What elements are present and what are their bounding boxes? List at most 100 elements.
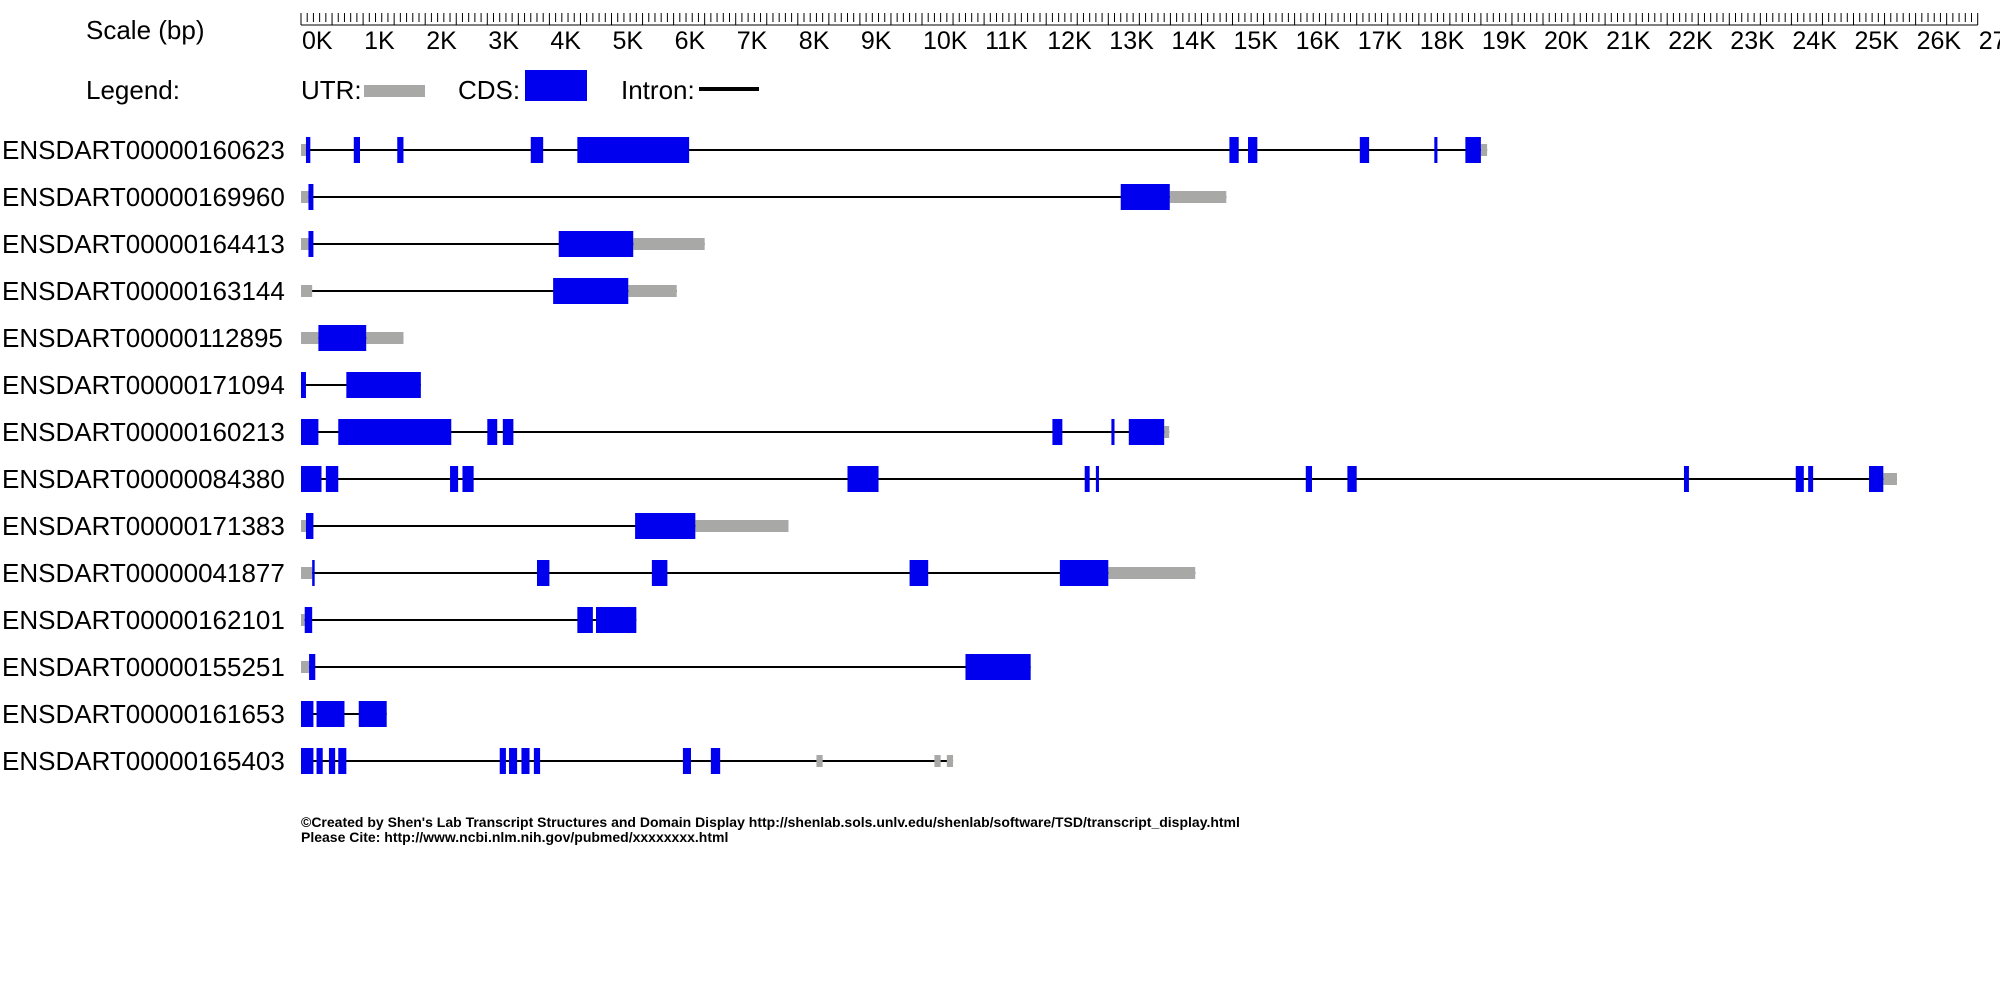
transcript-row: ENSDART00000155251 bbox=[2, 652, 1031, 682]
utr-block bbox=[816, 755, 823, 767]
axis-tick-label: 8K bbox=[799, 27, 830, 55]
transcript-id: ENSDART00000160213 bbox=[2, 417, 285, 447]
cds-block bbox=[353, 137, 360, 163]
utr-block bbox=[628, 285, 677, 297]
cds-block bbox=[1795, 466, 1804, 492]
transcript-id: ENSDART00000155251 bbox=[2, 652, 285, 682]
cds-block bbox=[847, 466, 879, 492]
cds-block bbox=[301, 372, 306, 398]
transcript-row: ENSDART00000161653 bbox=[2, 699, 387, 729]
transcript-row: ENSDART00000112895 bbox=[2, 323, 404, 353]
transcript-row: ENSDART00000169960 bbox=[2, 182, 1227, 212]
cds-block bbox=[635, 513, 696, 539]
transcript-row: ENSDART00000160623 bbox=[2, 135, 1488, 165]
utr-block bbox=[1169, 191, 1227, 203]
cds-block bbox=[533, 748, 541, 774]
axis-tick-label: 23K bbox=[1730, 27, 1775, 55]
utr-block bbox=[301, 144, 306, 156]
cds-block bbox=[1084, 466, 1090, 492]
axis-tick-label: 11K bbox=[985, 27, 1028, 55]
cds-block bbox=[553, 278, 629, 304]
cds-block bbox=[301, 701, 314, 727]
utr-block bbox=[301, 285, 313, 297]
utr-block bbox=[934, 755, 941, 767]
cds-block bbox=[536, 560, 550, 586]
legend-utr-label: UTR: bbox=[301, 75, 362, 105]
cds-block bbox=[1052, 419, 1063, 445]
transcript-id: ENSDART00000160623 bbox=[2, 135, 285, 165]
cds-block bbox=[1869, 466, 1884, 492]
cds-block bbox=[1111, 419, 1115, 445]
cds-block bbox=[450, 466, 459, 492]
cds-block bbox=[1359, 137, 1370, 163]
utr-block bbox=[1883, 473, 1897, 485]
cds-block bbox=[346, 372, 421, 398]
utr-block bbox=[633, 238, 705, 250]
axis-tick-label: 17K bbox=[1358, 27, 1403, 55]
axis-tick-label: 18K bbox=[1420, 27, 1465, 55]
cds-block bbox=[509, 748, 518, 774]
transcript-id: ENSDART00000084380 bbox=[2, 464, 285, 494]
axis-tick-label: 7K bbox=[737, 27, 768, 55]
transcript-id: ENSDART00000171383 bbox=[2, 511, 285, 541]
footer-credit: ©Created by Shen's Lab Transcript Struct… bbox=[301, 814, 1240, 830]
utr-block bbox=[695, 520, 789, 532]
cds-block bbox=[301, 466, 322, 492]
utr-block bbox=[1480, 144, 1488, 156]
cds-block bbox=[1229, 137, 1239, 163]
transcript-id: ENSDART00000163144 bbox=[2, 276, 285, 306]
utr-block bbox=[301, 191, 309, 203]
cds-block bbox=[1465, 137, 1481, 163]
axis-tick-label: 13K bbox=[1109, 27, 1154, 55]
cds-block bbox=[358, 701, 387, 727]
cds-block bbox=[577, 607, 593, 633]
legend-utr-swatch bbox=[364, 85, 425, 97]
cds-block bbox=[1434, 137, 1438, 163]
transcript-row: ENSDART00000041877 bbox=[2, 558, 1196, 588]
axis-tick-label: 24K bbox=[1792, 27, 1837, 55]
transcript-id: ENSDART00000112895 bbox=[2, 323, 283, 353]
cds-block bbox=[1120, 184, 1170, 210]
cds-block bbox=[305, 513, 314, 539]
utr-block bbox=[946, 755, 954, 767]
transcript-tracks: ENSDART00000160623 ENSDART00000169960 ENSD… bbox=[2, 135, 1897, 776]
axis-tick-label: 4K bbox=[550, 27, 581, 55]
axis-tick-label: 21K bbox=[1606, 27, 1651, 55]
utr-block bbox=[301, 614, 305, 626]
cds-block bbox=[1095, 466, 1099, 492]
cds-block bbox=[558, 231, 634, 257]
cds-block bbox=[338, 419, 452, 445]
legend-intron-label: Intron: bbox=[621, 75, 695, 105]
axis-tick-label: 16K bbox=[1296, 27, 1341, 55]
cds-block bbox=[316, 748, 323, 774]
cds-block bbox=[1305, 466, 1312, 492]
transcript-row: ENSDART00000164413 bbox=[2, 229, 705, 259]
cds-block bbox=[462, 466, 474, 492]
transcript-row: ENSDART00000163144 bbox=[2, 276, 677, 306]
transcript-id: ENSDART00000041877 bbox=[2, 558, 285, 588]
cds-block bbox=[308, 184, 314, 210]
transcript-row: ENSDART00000165403 bbox=[2, 746, 954, 776]
cds-block bbox=[328, 748, 336, 774]
utr-block bbox=[1108, 567, 1196, 579]
cds-block bbox=[325, 466, 339, 492]
scale-axis: 0K 1K 2K 3K 4K 5K 6K 7K 8K 9K 10K 11K 12K 13K 14K 15K 16… bbox=[300, 13, 2000, 55]
utr-block bbox=[301, 661, 310, 673]
axis-tick-label: 25K bbox=[1855, 27, 1900, 55]
utr-block bbox=[301, 332, 319, 344]
cds-block bbox=[309, 654, 316, 680]
utr-block bbox=[301, 567, 313, 579]
axis-tick-label: 20K bbox=[1544, 27, 1589, 55]
legend-cds-swatch bbox=[525, 70, 587, 101]
cds-block bbox=[304, 607, 313, 633]
axis-tick-label: 10K bbox=[923, 27, 968, 55]
cds-block bbox=[318, 325, 367, 351]
utr-block bbox=[366, 332, 404, 344]
cds-block bbox=[301, 419, 319, 445]
transcript-id: ENSDART00000164413 bbox=[2, 229, 285, 259]
legend-intron-swatch bbox=[699, 87, 759, 91]
transcript-row: ENSDART00000160213 bbox=[2, 417, 1170, 447]
axis-tick-label: 2K bbox=[426, 27, 457, 55]
cds-block bbox=[1808, 466, 1814, 492]
